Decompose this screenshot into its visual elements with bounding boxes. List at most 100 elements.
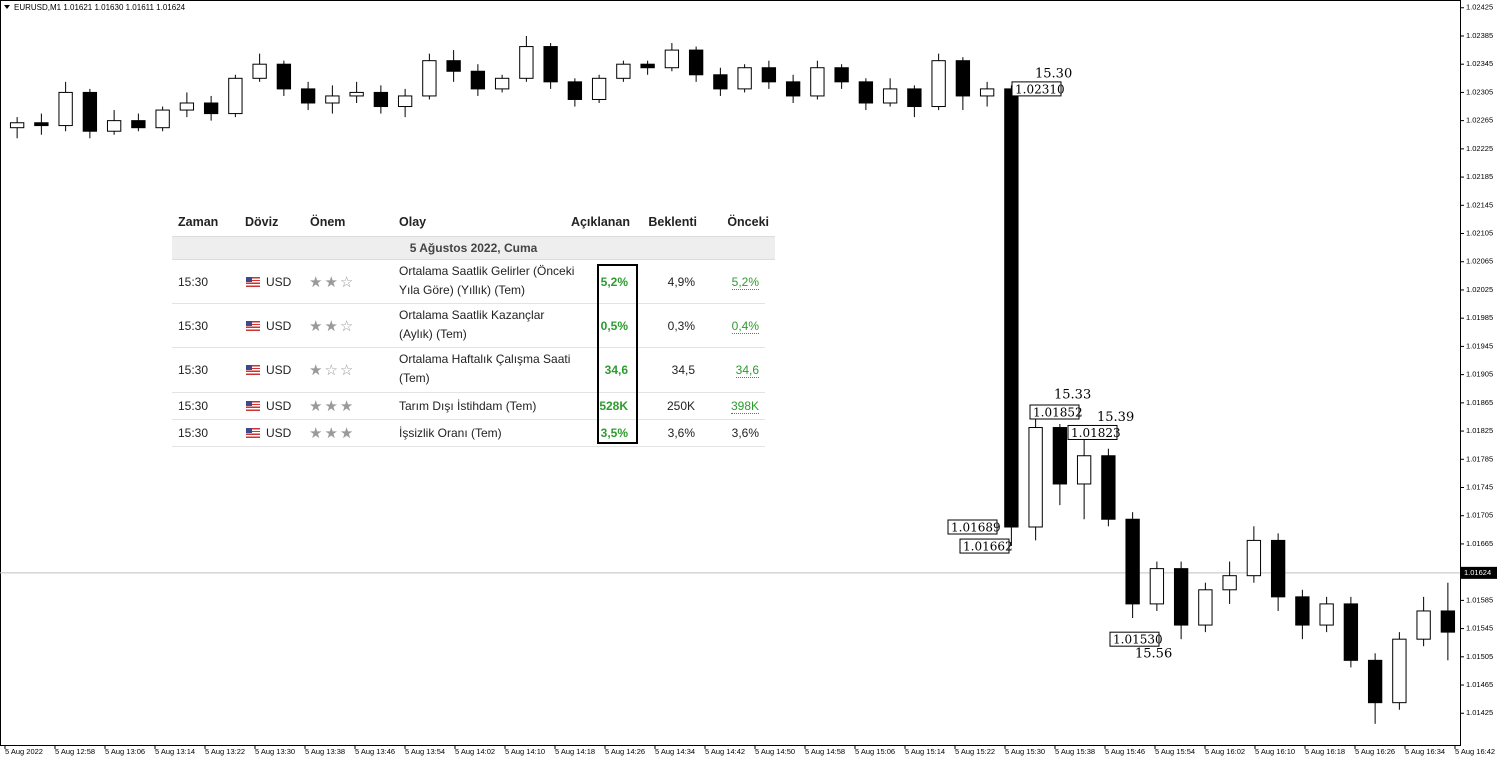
x-tick-label: 5 Aug 16:10 <box>1255 747 1295 756</box>
candle-body <box>470 70 486 90</box>
candle-body <box>737 67 752 90</box>
candle-body <box>1028 427 1043 528</box>
column-header: Zaman <box>178 215 219 229</box>
candle-body <box>1343 603 1359 661</box>
flag-canton <box>246 276 252 282</box>
x-tick-label: 5 Aug 13:30 <box>255 747 295 756</box>
y-tick-label: 1.01705 <box>1466 511 1493 520</box>
candle-body <box>688 49 704 76</box>
candle-body <box>858 81 874 104</box>
candle-body <box>300 88 316 104</box>
candle-body <box>640 63 655 69</box>
table-row: 15:30 USD ★★★ Tarım Dışı İstihdam (Tem) 528K… <box>172 393 765 420</box>
y-tick-label: 1.01945 <box>1466 341 1493 350</box>
price-box <box>1011 81 1062 97</box>
candle-body <box>567 81 583 100</box>
candle-body <box>494 77 510 90</box>
flag <box>246 276 260 287</box>
y-tick-label: 1.02305 <box>1466 87 1493 96</box>
candle-body <box>58 91 73 127</box>
previous: 0,4% <box>731 318 759 334</box>
x-tick-label: 5 Aug 15:22 <box>955 747 995 756</box>
x-tick-label: 5 Aug 15:38 <box>1055 747 1095 756</box>
y-tick-label: 1.01745 <box>1466 482 1493 491</box>
x-tick-label: 5 Aug 14:18 <box>555 747 595 756</box>
candle-body <box>1222 575 1237 591</box>
actual: 3,5% <box>600 426 628 440</box>
x-tick-label: 5 Aug 13:22 <box>205 747 245 756</box>
candle-body <box>1416 610 1431 640</box>
column-header: Açıklanan <box>570 215 630 229</box>
price-box <box>1029 404 1080 420</box>
forecast: 34,5 <box>671 363 695 377</box>
forecast: 0,3% <box>667 318 695 333</box>
y-tick-label: 1.01785 <box>1466 454 1493 463</box>
calendar-table: Zaman Döviz Önem Olay Açıklanan Beklenti Öncek… <box>172 210 775 447</box>
x-tick-label: 5 Aug 15:54 <box>1155 747 1195 756</box>
last-price-label: 1.01624 <box>1464 568 1491 577</box>
candle-body <box>810 67 825 97</box>
candle-body <box>882 88 898 104</box>
candle-body <box>325 95 340 104</box>
candle-body <box>276 63 292 90</box>
event: Ortalama Saatlik Gelirler (Önceki Yıla G… <box>399 264 575 297</box>
time: 15:30 <box>178 399 209 413</box>
candle-body <box>179 102 195 111</box>
candle-body <box>228 77 243 115</box>
x-tick-label: 5 Aug 16:34 <box>1405 747 1445 756</box>
time: 15:30 <box>178 426 209 440</box>
candle-body <box>252 63 267 79</box>
x-tick-label: 5 Aug 14:42 <box>705 747 745 756</box>
candle-body <box>1125 518 1140 605</box>
time: 15:30 <box>178 318 209 333</box>
candle-body <box>373 91 389 108</box>
flag-canton <box>246 401 252 406</box>
menu-arrow[interactable] <box>4 5 10 9</box>
currency: USD <box>266 274 292 289</box>
y-tick-label: 1.01985 <box>1466 313 1493 322</box>
actual: 528K <box>599 399 628 413</box>
actual: 0,5% <box>600 318 628 333</box>
candle-body <box>155 109 170 129</box>
candle-body <box>1149 568 1165 605</box>
x-tick-label: 5 Aug 14:58 <box>805 747 845 756</box>
y-tick-label: 1.02145 <box>1466 200 1493 209</box>
y-tick-label: 1.02425 <box>1466 3 1493 12</box>
y-tick-label: 1.01585 <box>1466 595 1493 604</box>
y-tick-label: 1.02065 <box>1466 257 1493 266</box>
symbol-line: EURUSD,M1 1.01621 1.01630 1.01611 1.0162… <box>14 3 186 12</box>
flag-canton <box>246 320 252 326</box>
y-tick-label: 1.01545 <box>1466 624 1493 633</box>
currency: USD <box>266 399 292 413</box>
price-label: 1.01530 <box>1113 633 1163 647</box>
time-label: 15.30 <box>1035 66 1072 81</box>
candle-body <box>979 88 995 97</box>
y-tick-label: 1.02105 <box>1466 229 1493 238</box>
x-tick-label: 5 Aug 13:06 <box>105 747 145 756</box>
candle-body <box>955 60 971 97</box>
time-label: 15.33 <box>1054 388 1091 403</box>
actual: 34,6 <box>604 363 628 377</box>
x-tick-label: 5 Aug 15:14 <box>905 747 945 756</box>
previous: 3,6% <box>731 426 759 440</box>
table-row: 15:30 USD ★☆☆ Ortalama Haftalık Çalışma Saa… <box>172 348 765 393</box>
table-header: Zaman Döviz Önem Olay Açıklanan Beklenti Öncek… <box>172 210 775 236</box>
table-row: 15:30 USD ★★☆ Ortalama Saatlik Gelirler (Ön… <box>172 260 765 304</box>
x-tick-label: 5 Aug 16:18 <box>1305 747 1345 756</box>
x-tick-label: 5 Aug 14:34 <box>655 747 695 756</box>
price-box <box>1109 631 1160 647</box>
x-tick-label: 5 Aug 13:14 <box>155 747 195 756</box>
candle-body <box>785 81 801 97</box>
event: Ortalama Haftalık Çalışma Saati (Tem) <box>399 352 571 385</box>
price-label: 1.01689 <box>951 521 1001 535</box>
candle-body <box>397 95 413 108</box>
price-label: 1.02310 <box>1015 82 1065 96</box>
candle-body <box>616 63 631 79</box>
candle-body <box>1440 610 1456 633</box>
previous: 5,2% <box>731 274 759 290</box>
candle-body <box>82 91 98 132</box>
table-row: 15:30 USD ★★★ İşsizlik Oranı (Tem) 3,5% 3,6% 3… <box>172 420 765 447</box>
candle-body <box>1076 455 1092 485</box>
flag-canton <box>246 428 252 433</box>
